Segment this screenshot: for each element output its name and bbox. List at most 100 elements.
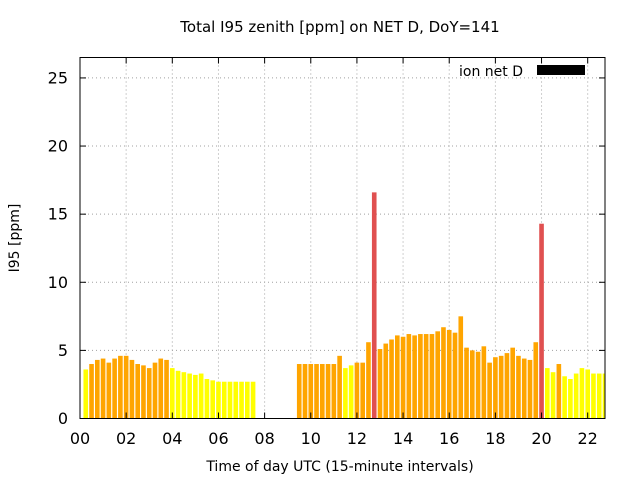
bar [446, 329, 452, 419]
bar [366, 342, 371, 419]
bar [296, 364, 302, 419]
y-tick-label: 15 [48, 205, 68, 224]
bar [441, 327, 446, 419]
bar [464, 347, 469, 419]
bar [164, 359, 169, 419]
x-tick-labels: 00 02 04 06 08 10 12 14 16 18 20 22 [70, 429, 598, 448]
bar [325, 364, 331, 419]
bar [354, 362, 360, 419]
bar [158, 358, 164, 419]
bar [406, 334, 412, 419]
bar [227, 381, 233, 419]
bar [106, 362, 112, 419]
y-tick-label: 20 [48, 137, 68, 156]
bar [100, 358, 106, 419]
bar [181, 372, 187, 419]
bar [429, 334, 435, 419]
legend-label: ion net D [459, 64, 523, 80]
bar [418, 334, 423, 419]
bar [400, 336, 406, 419]
x-tick-label: 20 [531, 429, 551, 448]
bar [250, 381, 256, 419]
bar [383, 343, 389, 419]
bar [308, 364, 314, 419]
bar [175, 370, 181, 419]
bar [435, 331, 440, 419]
bar [123, 355, 129, 419]
bar [423, 334, 429, 419]
bar [556, 364, 562, 419]
x-tick-label: 14 [393, 429, 413, 448]
bar [389, 339, 394, 419]
bar [377, 349, 383, 419]
bar [475, 351, 481, 419]
bar [89, 364, 94, 419]
bar [170, 368, 175, 419]
bar [302, 364, 308, 419]
bar [187, 373, 192, 419]
x-tick-label: 16 [439, 429, 459, 448]
bar [83, 369, 89, 419]
bars [83, 192, 605, 419]
bar [550, 372, 556, 419]
bar [481, 346, 487, 419]
x-tick-label: 18 [485, 429, 505, 448]
bar [112, 358, 117, 419]
bar [146, 368, 152, 419]
y-tick-label: 5 [58, 341, 68, 360]
bar [221, 381, 227, 419]
bar [412, 335, 417, 419]
x-tick-label: 12 [347, 429, 367, 448]
bar [348, 365, 354, 419]
bar [152, 362, 158, 419]
x-tick-label: 10 [301, 429, 321, 448]
y-tick-labels: 0 5 10 15 20 25 [48, 68, 68, 428]
bar [320, 364, 325, 419]
bar [470, 350, 475, 419]
bar [331, 364, 337, 419]
bar [521, 358, 527, 419]
legend: ion net D [459, 64, 585, 80]
x-axis-label: Time of day UTC (15-minute intervals) [205, 459, 473, 475]
bar [239, 381, 244, 419]
bar [533, 342, 539, 419]
legend-swatch [537, 65, 585, 75]
axis-ticks [79, 57, 605, 419]
bar [343, 368, 348, 419]
chart-title: Total I95 zenith [ppm] on NET D, DoY=141 [179, 18, 499, 36]
bar [135, 364, 140, 419]
bar [596, 373, 602, 419]
bar [193, 374, 198, 419]
bar [573, 373, 579, 419]
bar [129, 359, 135, 419]
bar [204, 378, 210, 419]
bar [510, 347, 515, 419]
bar [498, 355, 504, 419]
bar [504, 353, 510, 419]
bar [371, 192, 377, 419]
bar [141, 365, 146, 419]
y-axis-label: I95 [ppm] [7, 204, 23, 273]
plot-frame [79, 57, 606, 419]
bar [216, 381, 221, 419]
bar [527, 359, 533, 419]
bar [562, 376, 567, 419]
bar [360, 362, 365, 419]
x-tick-label: 22 [578, 429, 598, 448]
x-tick-label: 08 [254, 429, 274, 448]
bar [198, 373, 204, 419]
y-tick-label: 10 [48, 273, 68, 292]
bar [95, 359, 100, 419]
y-tick-label: 25 [48, 68, 68, 87]
bar [245, 381, 250, 419]
bar [452, 332, 458, 419]
x-tick-label: 04 [162, 429, 182, 448]
bar [118, 355, 123, 419]
bar [602, 373, 605, 419]
bar [545, 368, 550, 419]
bar [233, 381, 239, 419]
bar [493, 357, 498, 419]
bar [585, 369, 590, 419]
bar [210, 380, 215, 419]
